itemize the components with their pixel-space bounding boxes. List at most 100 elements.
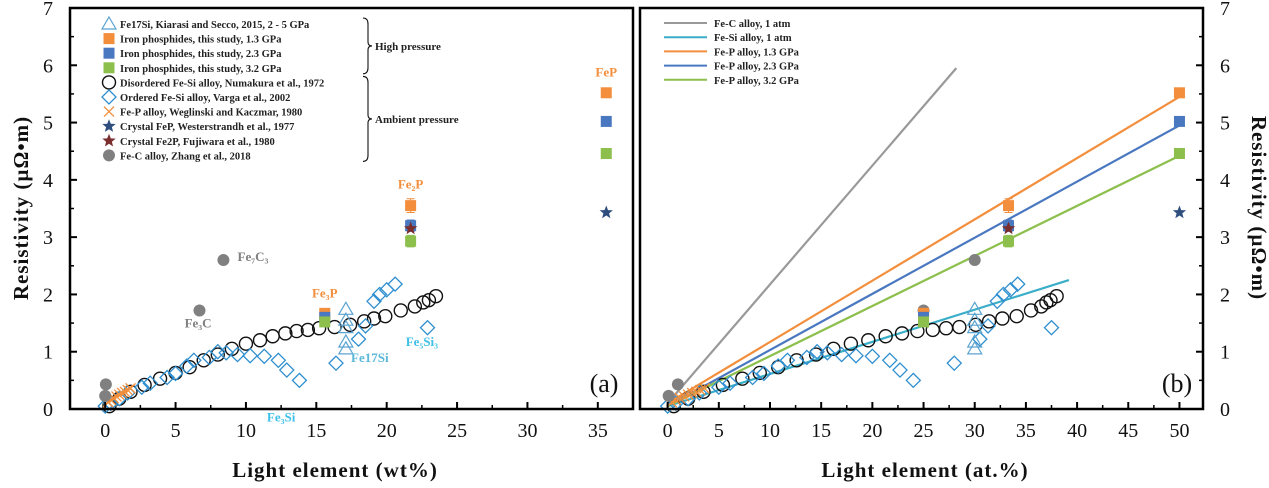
y-tick-label: 5 — [1220, 113, 1230, 135]
data-point — [980, 318, 996, 334]
legend-entry: Iron phosphides, this study, 2.3 GPa — [120, 49, 282, 60]
legend-entry: Ordered Fe-Si alloy, Varga et al., 2002 — [120, 93, 290, 104]
y-tick-label: 4 — [1220, 170, 1230, 192]
data-point — [878, 329, 893, 344]
data-point — [989, 293, 1006, 310]
data-point — [735, 371, 750, 386]
panel-a-label: (a) — [590, 369, 619, 398]
data-point — [357, 318, 374, 334]
data-point — [966, 312, 983, 326]
data-point — [755, 365, 772, 382]
panel-a-ticks: 0 5 10 15 20 25 30 35 0 1 2 3 4 5 6 7 — [43, 0, 608, 442]
data-point — [744, 369, 761, 386]
data-point — [881, 352, 898, 369]
data-point — [152, 371, 168, 386]
annotation-label: Fe₃Si — [267, 410, 296, 425]
panel-b-ylabel: Resistivity (µΩ•m) — [1247, 116, 1269, 300]
data-point — [1043, 319, 1060, 336]
x-tick-label: 30 — [965, 420, 985, 442]
x-tick-label: 10 — [760, 420, 780, 442]
data-point — [686, 387, 698, 399]
legend-marker — [101, 75, 117, 90]
data-point — [159, 369, 176, 386]
data-point — [966, 319, 983, 334]
data-point — [995, 286, 1012, 303]
y-tick-label: 6 — [43, 55, 53, 77]
data-point — [428, 288, 444, 304]
data-point — [1173, 148, 1185, 160]
data-point — [178, 358, 195, 374]
data-point — [110, 390, 122, 402]
legend-marker — [103, 47, 115, 59]
panel-a-xlabel: Light element (wt%) — [232, 458, 438, 482]
annotation-label: Fe₇C₃ — [238, 249, 269, 264]
data-point — [833, 346, 850, 363]
legend-marker — [101, 89, 117, 105]
legend-entry: Fe-P alloy, 2.3 GPa — [714, 62, 800, 73]
fit-line — [667, 154, 1180, 408]
data-point — [798, 349, 815, 366]
panel-b-fit-lines — [666, 67, 1181, 408]
data-point — [404, 221, 418, 235]
data-point — [113, 389, 125, 401]
x-tick-label: 0 — [663, 420, 673, 442]
data-point — [1003, 200, 1015, 212]
x-tick-label: 40 — [1067, 420, 1087, 442]
data-point — [393, 303, 408, 318]
data-point — [167, 365, 184, 382]
data-point — [995, 311, 1010, 326]
data-point — [289, 323, 304, 339]
data-point — [699, 382, 710, 394]
legend-marker — [102, 119, 116, 132]
data-point — [278, 362, 295, 378]
data-point — [770, 358, 787, 374]
data-point — [300, 322, 316, 338]
legend-marker — [103, 33, 115, 45]
legend-entry: Fe-C alloy, 1 atm — [714, 19, 791, 30]
x-tick-label: 35 — [588, 420, 608, 442]
data-point — [168, 365, 183, 381]
x-tick-label: 45 — [1118, 420, 1138, 442]
data-point — [99, 389, 112, 402]
legend-entry: Crystal Fe2P, Fujiwara et al., 1980 — [120, 137, 275, 148]
data-point — [918, 316, 930, 328]
data-point — [710, 379, 727, 396]
y-tick-label: 3 — [43, 227, 53, 249]
panel-b-legend: Fe-C alloy, 1 atm Fe-Si alloy, 1 atm Fe-P … — [664, 19, 800, 87]
data-point — [371, 286, 388, 303]
data-point — [133, 379, 150, 396]
data-point — [278, 326, 293, 341]
data-point — [968, 254, 981, 267]
data-point — [722, 375, 738, 392]
y-tick-label: 4 — [43, 170, 53, 192]
data-point — [892, 362, 908, 378]
data-point — [337, 301, 354, 315]
legend-entry: Crystal FeP, Westerstrandh et al., 1977 — [120, 122, 294, 133]
data-point — [142, 375, 159, 392]
data-point — [217, 254, 230, 267]
data-point — [238, 336, 254, 351]
data-point — [319, 316, 331, 328]
panel-b-frame — [638, 6, 1205, 411]
x-tick-label: 5 — [171, 420, 181, 442]
data-point — [1001, 221, 1016, 235]
x-tick-label: 10 — [236, 420, 256, 442]
x-tick-label: 20 — [862, 420, 882, 442]
y-tick-label: 5 — [43, 113, 53, 135]
y-tick-label: 7 — [1220, 0, 1230, 20]
data-point — [848, 347, 864, 364]
data-point — [256, 348, 273, 365]
data-point — [599, 205, 613, 219]
legend-entry: Fe-P alloy, 3.2 GPa — [714, 76, 800, 87]
legend-entry: Disordered Fe-Si alloy, Numakura et al.,… — [120, 78, 324, 89]
annotation-label: FeP — [595, 65, 617, 80]
data-point — [1009, 308, 1024, 324]
data-point — [864, 348, 881, 365]
data-point — [910, 323, 925, 339]
y-tick-label: 7 — [43, 0, 53, 20]
legend-marker — [103, 149, 115, 162]
data-point — [819, 344, 836, 361]
data-point — [981, 314, 997, 329]
fit-line — [667, 124, 1180, 408]
